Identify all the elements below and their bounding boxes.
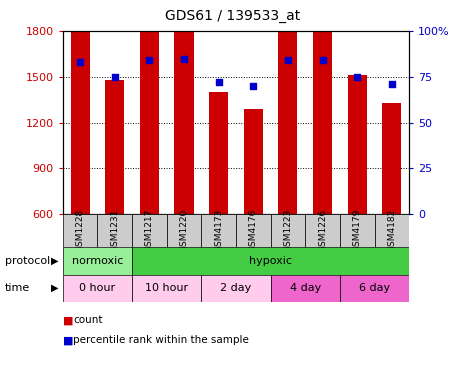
Point <box>215 79 222 85</box>
FancyBboxPatch shape <box>63 274 132 302</box>
FancyBboxPatch shape <box>236 214 271 247</box>
Text: 4 day: 4 day <box>290 283 321 293</box>
Bar <box>71 13 90 214</box>
Text: 10 hour: 10 hour <box>145 283 188 293</box>
Text: 6 day: 6 day <box>359 283 390 293</box>
Point <box>388 81 396 87</box>
Bar <box>244 109 263 214</box>
Text: GDS61 / 139533_at: GDS61 / 139533_at <box>165 9 300 23</box>
FancyBboxPatch shape <box>340 274 409 302</box>
Text: GSM4176: GSM4176 <box>249 209 258 252</box>
Text: GSM4182: GSM4182 <box>387 209 396 252</box>
Text: ▶: ▶ <box>51 256 59 266</box>
FancyBboxPatch shape <box>132 274 201 302</box>
Text: GSM1220: GSM1220 <box>179 209 188 252</box>
Bar <box>279 0 298 214</box>
Text: hypoxic: hypoxic <box>249 256 292 266</box>
Text: ■: ■ <box>63 315 73 325</box>
Text: GSM4173: GSM4173 <box>214 209 223 252</box>
Point <box>250 83 257 89</box>
Text: 0 hour: 0 hour <box>80 283 115 293</box>
FancyBboxPatch shape <box>132 214 167 247</box>
Text: count: count <box>73 315 103 325</box>
Text: ■: ■ <box>63 335 73 346</box>
FancyBboxPatch shape <box>132 247 409 274</box>
Bar <box>382 103 401 214</box>
Text: GSM1228: GSM1228 <box>76 209 85 252</box>
FancyBboxPatch shape <box>98 214 132 247</box>
Point <box>284 57 292 63</box>
FancyBboxPatch shape <box>63 247 132 274</box>
FancyBboxPatch shape <box>375 214 409 247</box>
Bar <box>348 75 367 214</box>
Bar <box>174 0 193 214</box>
Bar <box>313 0 332 214</box>
Text: normoxic: normoxic <box>72 256 123 266</box>
FancyBboxPatch shape <box>271 274 340 302</box>
Text: percentile rank within the sample: percentile rank within the sample <box>73 335 249 346</box>
FancyBboxPatch shape <box>271 214 305 247</box>
Point <box>146 57 153 63</box>
Text: time: time <box>5 283 30 293</box>
Text: GSM1223: GSM1223 <box>284 209 292 252</box>
FancyBboxPatch shape <box>305 214 340 247</box>
Bar <box>140 7 159 214</box>
FancyBboxPatch shape <box>340 214 375 247</box>
Text: GSM1226: GSM1226 <box>318 209 327 252</box>
Text: GSM4179: GSM4179 <box>353 209 362 252</box>
Point <box>353 74 361 80</box>
FancyBboxPatch shape <box>201 214 236 247</box>
Text: 2 day: 2 day <box>220 283 252 293</box>
Text: protocol: protocol <box>5 256 50 266</box>
Bar <box>209 92 228 214</box>
Bar <box>105 80 124 214</box>
Text: GSM1217: GSM1217 <box>145 209 154 252</box>
Text: GSM1231: GSM1231 <box>110 209 119 252</box>
FancyBboxPatch shape <box>63 214 98 247</box>
Point <box>319 57 326 63</box>
FancyBboxPatch shape <box>167 214 201 247</box>
Text: ▶: ▶ <box>51 283 59 293</box>
Point <box>111 74 119 80</box>
Point <box>76 59 84 65</box>
FancyBboxPatch shape <box>201 274 271 302</box>
Point <box>180 56 188 61</box>
